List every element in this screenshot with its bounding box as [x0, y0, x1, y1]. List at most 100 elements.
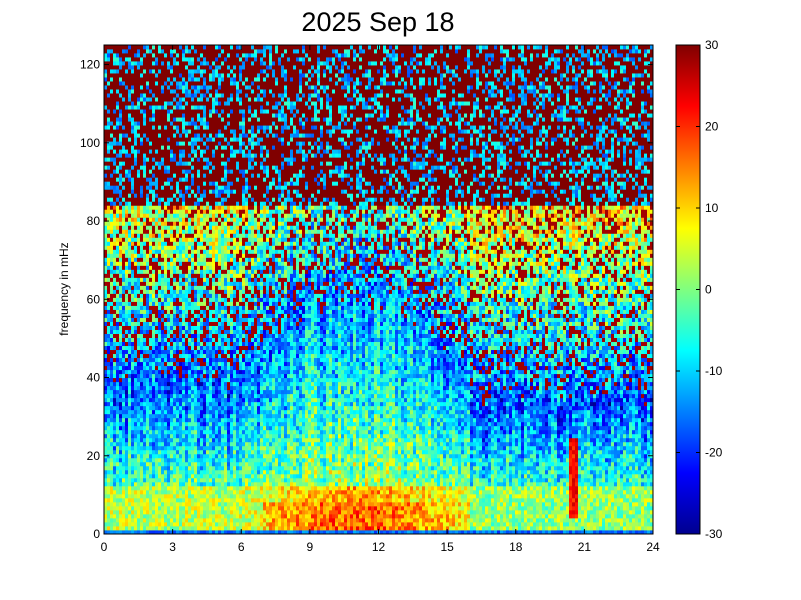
heatmap-cell [137, 205, 141, 210]
heatmap-cell [122, 253, 126, 258]
heatmap-cell [113, 357, 117, 363]
heatmap-cell [176, 249, 180, 254]
heatmap-cell [134, 173, 138, 178]
heatmap-cell [218, 205, 222, 210]
heatmap-cell [191, 345, 195, 351]
heatmap-cell [164, 93, 168, 98]
heatmap-cell [167, 333, 171, 338]
heatmap-cell [128, 177, 132, 182]
heatmap-cell [212, 505, 216, 511]
heatmap-cell [131, 141, 135, 146]
heatmap-cell [167, 229, 171, 234]
heatmap-cell [137, 69, 141, 74]
heatmap-cell [116, 509, 120, 515]
heatmap-cell [194, 117, 198, 122]
heatmap-cell [152, 305, 156, 310]
heatmap-cell [209, 233, 213, 238]
heatmap-cell [185, 501, 189, 507]
heatmap-cell [152, 333, 156, 338]
heatmap-cell [137, 353, 141, 359]
heatmap-cell [113, 225, 117, 230]
heatmap-cell [146, 165, 150, 170]
heatmap-cell [155, 449, 159, 455]
heatmap-cell [176, 157, 180, 162]
heatmap-cell [143, 157, 147, 162]
heatmap-cell [104, 329, 108, 334]
heatmap-cell [194, 453, 198, 459]
heatmap-cell [158, 229, 162, 234]
heatmap-cell [134, 341, 138, 347]
heatmap-cell [149, 317, 153, 322]
heatmap-cell [176, 117, 180, 122]
heatmap-cell [203, 145, 207, 150]
heatmap-cell [107, 457, 111, 463]
heatmap-cell [116, 329, 120, 334]
heatmap-cell [212, 57, 216, 62]
heatmap-cell [128, 249, 132, 254]
heatmap-cell [152, 273, 156, 278]
heatmap-cell [194, 249, 198, 254]
heatmap-cell [173, 453, 177, 459]
heatmap-cell [146, 61, 150, 66]
heatmap-cell [113, 473, 117, 479]
heatmap-cell [128, 257, 132, 262]
heatmap-cell [215, 285, 219, 290]
heatmap-cell [218, 513, 222, 519]
heatmap-cell [212, 349, 216, 355]
heatmap-cell [155, 477, 159, 483]
heatmap-cell [149, 165, 153, 170]
heatmap-cell [221, 465, 225, 471]
heatmap-cell [167, 477, 171, 483]
heatmap-cell [110, 153, 114, 158]
heatmap-cell [203, 305, 207, 310]
heatmap-cell [107, 493, 111, 499]
heatmap-cell [158, 369, 162, 375]
heatmap-cell [143, 81, 147, 86]
heatmap-cell [185, 493, 189, 499]
heatmap-cell [170, 469, 174, 475]
heatmap-cell [206, 281, 210, 286]
heatmap-cell [185, 297, 189, 302]
heatmap-cell [134, 165, 138, 170]
heatmap-cell [104, 81, 108, 86]
heatmap-cell [104, 249, 108, 254]
heatmap-cell [185, 509, 189, 515]
heatmap-cell [152, 237, 156, 242]
heatmap-cell [218, 89, 222, 94]
heatmap-cell [218, 169, 222, 174]
heatmap-cell [140, 265, 144, 270]
heatmap-cell [209, 361, 213, 367]
heatmap-cell [152, 101, 156, 106]
heatmap-cell [116, 253, 120, 258]
heatmap-cell [107, 161, 111, 166]
heatmap-cell [215, 465, 219, 471]
heatmap-cell [104, 101, 108, 106]
heatmap-cell [167, 125, 171, 130]
heatmap-cell [176, 105, 180, 110]
heatmap-cell [131, 133, 135, 138]
heatmap-cell [128, 417, 132, 423]
heatmap-cell [116, 241, 120, 246]
heatmap-cell [197, 481, 201, 487]
heatmap-cell [161, 277, 165, 282]
heatmap-cell [140, 237, 144, 242]
heatmap-cell [209, 525, 213, 531]
heatmap-cell [161, 73, 165, 78]
heatmap-cell [188, 501, 192, 507]
heatmap-cell [179, 241, 183, 246]
heatmap-cell [173, 241, 177, 246]
heatmap-cell [110, 177, 114, 182]
heatmap-cell [125, 121, 129, 126]
heatmap-cell [164, 177, 168, 182]
heatmap-cell [206, 461, 210, 467]
heatmap-cell [131, 201, 135, 206]
heatmap-cell [188, 305, 192, 310]
heatmap-cell [221, 157, 225, 162]
heatmap-cell [122, 493, 126, 499]
heatmap-cell [185, 461, 189, 467]
heatmap-cell [155, 65, 159, 70]
heatmap-cell [128, 337, 132, 343]
heatmap-cell [119, 457, 123, 463]
heatmap-cell [197, 185, 201, 190]
heatmap-cell [116, 301, 120, 306]
